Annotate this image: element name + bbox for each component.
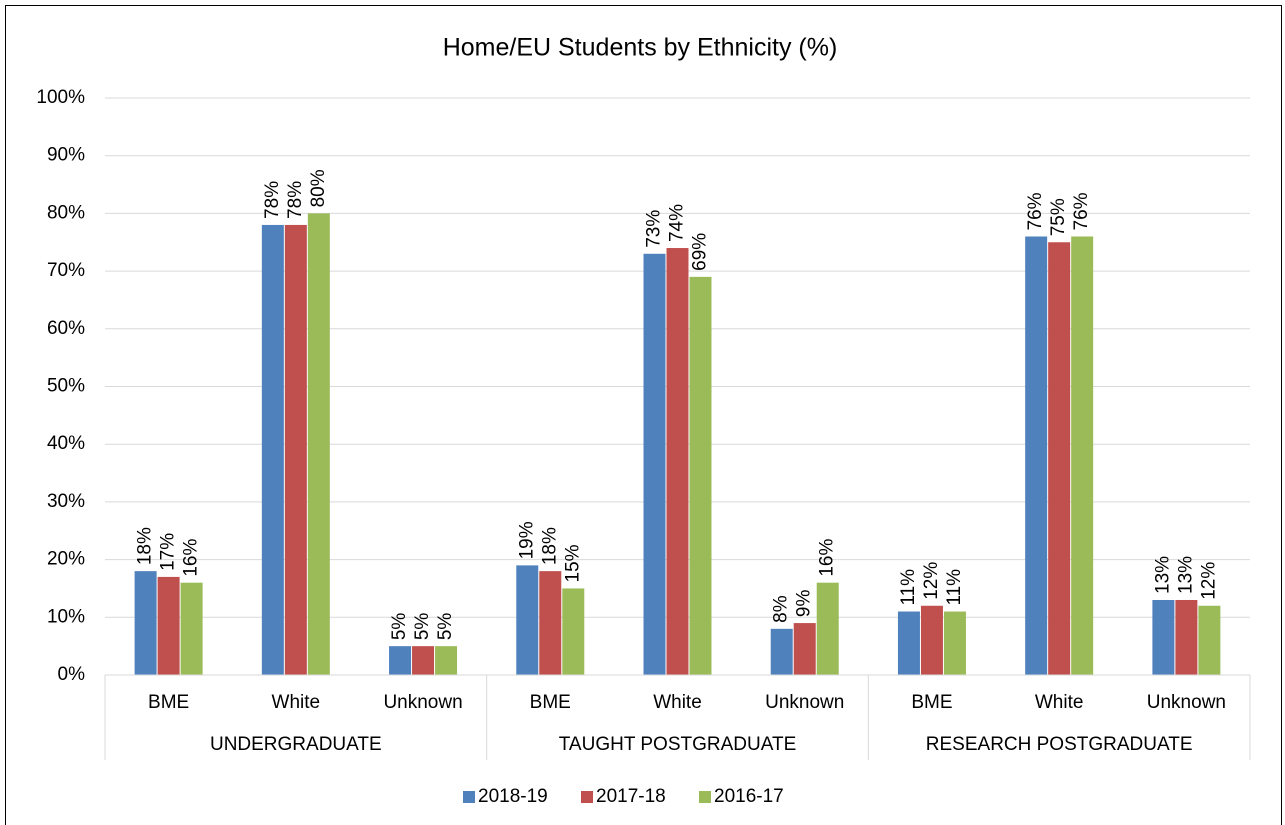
value-label: 11%: [898, 569, 919, 606]
x-tick-label: White: [653, 692, 702, 713]
bar: [1071, 236, 1094, 676]
bar: [261, 224, 284, 675]
bar: [389, 646, 412, 675]
x-tick-label: White: [272, 692, 321, 713]
bar: [180, 582, 203, 675]
legend-swatch: [699, 791, 711, 803]
bar: [897, 611, 920, 675]
value-label: 18%: [539, 527, 560, 565]
legend-label: 2016-17: [714, 786, 784, 807]
value-label: 73%: [644, 210, 665, 248]
bar: [689, 276, 712, 675]
y-tick-label: 30%: [47, 491, 85, 512]
x-tick-label: White: [1035, 692, 1084, 713]
bar: [1175, 599, 1198, 675]
y-tick-label: 80%: [47, 202, 85, 223]
x-tick-label: BME: [148, 692, 189, 713]
y-tick-label: 40%: [47, 433, 85, 454]
value-label: 15%: [562, 544, 583, 582]
bar: [1198, 605, 1221, 675]
value-label: 18%: [135, 527, 156, 565]
value-label: 16%: [181, 539, 202, 577]
bar: [770, 628, 793, 675]
bar: [793, 623, 816, 675]
group-label: TAUGHT POSTGRADUATE: [559, 734, 797, 755]
legend-label: 2018-19: [478, 786, 548, 807]
x-tick-label: Unknown: [383, 692, 462, 713]
legend-swatch: [581, 791, 593, 803]
y-tick-label: 60%: [47, 318, 85, 339]
bar: [562, 588, 585, 675]
value-label: 5%: [389, 613, 410, 641]
bar: [412, 646, 435, 675]
y-tick-label: 50%: [47, 376, 85, 397]
value-label: 69%: [690, 233, 711, 271]
bar: [157, 576, 180, 675]
value-label: 19%: [516, 521, 537, 559]
y-tick-label: 10%: [47, 606, 85, 627]
value-label: 80%: [308, 169, 329, 207]
bar: [943, 611, 966, 675]
bar: [284, 224, 307, 675]
chart-title: Home/EU Students by Ethnicity (%): [443, 34, 838, 62]
value-label: 8%: [771, 595, 792, 623]
value-label: 74%: [667, 204, 688, 242]
bar: [666, 248, 689, 675]
value-label: 75%: [1048, 198, 1069, 236]
value-label: 13%: [1152, 556, 1173, 594]
value-label: 12%: [921, 562, 942, 600]
group-label: RESEARCH POSTGRADUATE: [926, 734, 1193, 755]
value-label: 76%: [1071, 192, 1092, 230]
bar: [539, 571, 562, 675]
x-tick-label: Unknown: [765, 692, 844, 713]
value-label: 12%: [1198, 562, 1219, 600]
value-label: 17%: [158, 533, 179, 571]
bar: [816, 582, 839, 675]
bar: [643, 253, 666, 676]
bar: [920, 605, 943, 675]
legend-label: 2017-18: [596, 786, 666, 807]
bar: [435, 646, 458, 675]
value-label: 9%: [794, 590, 815, 618]
y-tick-label: 100%: [36, 87, 85, 108]
y-tick-label: 90%: [47, 145, 85, 166]
bar: [134, 571, 157, 675]
bar: [1025, 236, 1048, 676]
x-tick-label: Unknown: [1147, 692, 1226, 713]
legend-swatch: [463, 791, 475, 803]
bar: [307, 213, 330, 675]
y-tick-label: 0%: [58, 664, 86, 685]
value-label: 76%: [1025, 192, 1046, 230]
value-label: 78%: [262, 181, 283, 219]
group-label: UNDERGRADUATE: [210, 734, 382, 755]
value-label: 13%: [1175, 556, 1196, 594]
y-tick-label: 20%: [47, 549, 85, 570]
value-label: 16%: [817, 539, 838, 577]
bar: [1152, 599, 1175, 675]
bar: [1048, 242, 1071, 675]
value-label: 78%: [285, 181, 306, 219]
x-tick-label: BME: [911, 692, 952, 713]
value-label: 5%: [412, 613, 433, 641]
y-tick-label: 70%: [47, 260, 85, 281]
value-label: 11%: [944, 569, 965, 606]
x-tick-label: BME: [530, 692, 571, 713]
bar: [516, 565, 539, 675]
value-label: 5%: [435, 613, 456, 641]
